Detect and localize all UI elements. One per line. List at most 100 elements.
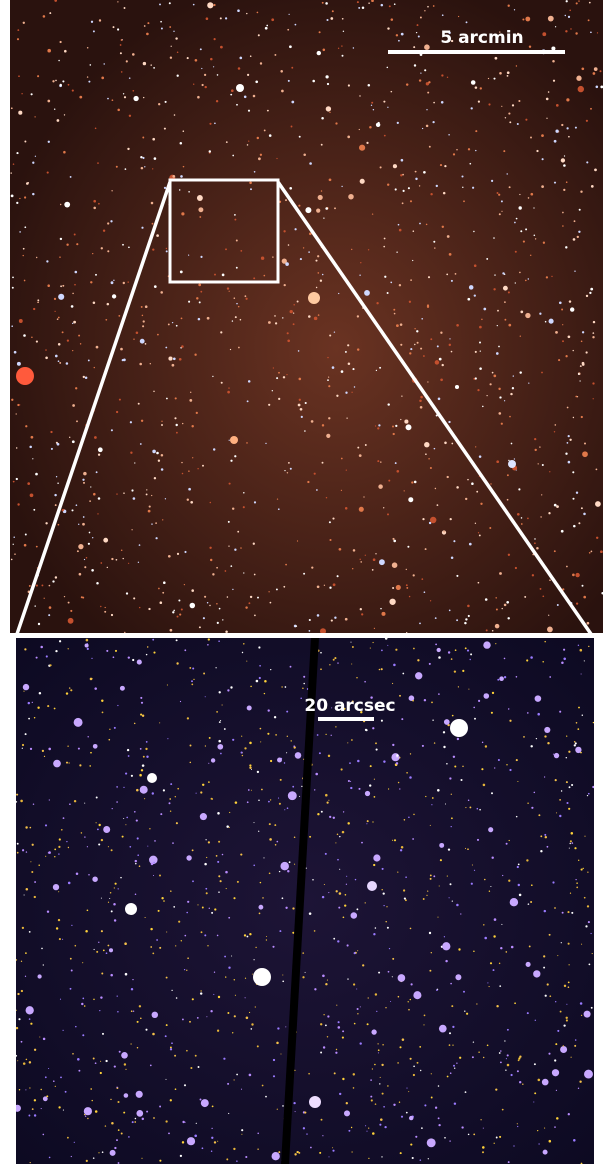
star bbox=[566, 406, 569, 409]
star bbox=[228, 916, 231, 919]
star bbox=[168, 356, 173, 361]
star bbox=[140, 166, 144, 170]
star bbox=[205, 17, 209, 20]
star bbox=[397, 1062, 399, 1064]
star bbox=[41, 584, 44, 587]
star bbox=[387, 970, 390, 973]
star bbox=[116, 787, 118, 789]
star bbox=[392, 432, 395, 436]
star bbox=[491, 371, 494, 374]
star bbox=[345, 391, 348, 394]
star bbox=[311, 566, 314, 569]
star bbox=[73, 717, 83, 727]
star bbox=[400, 418, 402, 421]
star bbox=[90, 281, 93, 284]
star bbox=[61, 509, 64, 512]
star bbox=[125, 60, 128, 63]
star bbox=[272, 1075, 276, 1078]
star bbox=[453, 1064, 455, 1067]
star bbox=[533, 1101, 535, 1103]
star bbox=[270, 668, 272, 671]
star bbox=[549, 676, 552, 678]
star bbox=[454, 384, 460, 390]
star bbox=[37, 75, 40, 78]
star bbox=[180, 317, 183, 320]
star bbox=[47, 284, 50, 287]
star bbox=[394, 462, 397, 465]
star bbox=[498, 962, 501, 965]
star bbox=[224, 570, 227, 572]
star bbox=[449, 517, 452, 521]
star bbox=[250, 685, 252, 688]
star bbox=[22, 683, 30, 691]
star bbox=[314, 988, 317, 991]
star bbox=[341, 185, 343, 188]
star bbox=[130, 988, 134, 991]
star bbox=[579, 380, 581, 382]
star bbox=[241, 651, 244, 654]
star bbox=[48, 851, 51, 854]
star bbox=[139, 338, 145, 344]
star bbox=[123, 492, 125, 494]
star bbox=[359, 144, 366, 151]
star bbox=[581, 331, 585, 334]
star bbox=[507, 1161, 510, 1164]
star bbox=[400, 32, 404, 36]
star bbox=[138, 865, 141, 867]
star bbox=[34, 881, 37, 883]
star bbox=[94, 1062, 97, 1065]
star bbox=[408, 1091, 410, 1093]
star bbox=[538, 1143, 540, 1145]
star bbox=[454, 649, 457, 652]
star bbox=[399, 694, 401, 697]
star bbox=[184, 649, 187, 652]
star bbox=[585, 925, 588, 928]
star bbox=[382, 892, 385, 895]
star bbox=[200, 990, 202, 992]
star bbox=[447, 651, 451, 654]
star bbox=[31, 843, 34, 846]
star bbox=[387, 644, 389, 646]
star bbox=[437, 789, 440, 792]
star bbox=[449, 1140, 451, 1142]
star bbox=[583, 512, 586, 516]
star bbox=[54, 576, 58, 579]
star bbox=[422, 517, 425, 521]
star bbox=[555, 1001, 557, 1003]
star bbox=[238, 346, 240, 349]
star bbox=[516, 865, 519, 869]
star bbox=[507, 553, 511, 556]
star bbox=[251, 1023, 254, 1026]
star bbox=[286, 332, 289, 335]
star bbox=[356, 348, 360, 351]
star bbox=[142, 156, 145, 160]
star bbox=[320, 668, 322, 671]
star bbox=[508, 460, 516, 468]
star bbox=[490, 885, 492, 888]
star bbox=[123, 786, 125, 789]
star bbox=[70, 969, 73, 972]
star bbox=[272, 945, 275, 948]
star bbox=[580, 340, 583, 343]
star bbox=[466, 649, 470, 652]
star bbox=[562, 1045, 564, 1047]
star bbox=[11, 398, 14, 401]
star bbox=[272, 256, 274, 258]
star bbox=[45, 349, 47, 351]
star bbox=[450, 279, 453, 282]
star bbox=[179, 613, 182, 616]
star bbox=[539, 312, 542, 315]
star bbox=[244, 997, 246, 999]
star bbox=[38, 692, 42, 695]
star bbox=[381, 649, 383, 652]
star bbox=[582, 451, 588, 458]
star bbox=[565, 246, 568, 249]
star bbox=[556, 604, 559, 606]
star bbox=[19, 231, 21, 233]
star bbox=[387, 403, 390, 406]
star bbox=[42, 964, 44, 966]
star bbox=[82, 1034, 85, 1037]
star bbox=[201, 906, 204, 909]
star bbox=[136, 837, 139, 840]
star bbox=[373, 778, 375, 780]
